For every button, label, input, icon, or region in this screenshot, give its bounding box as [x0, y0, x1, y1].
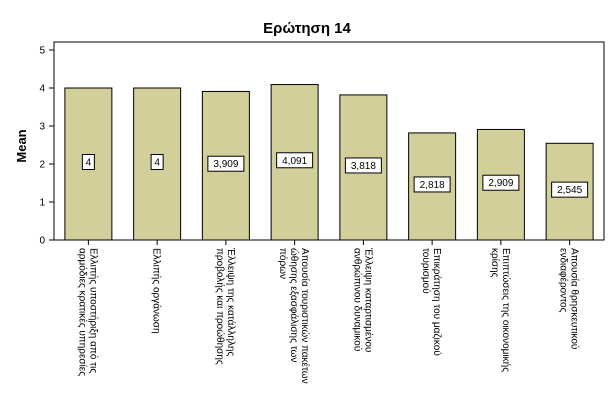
- x-category-label-line: Έλλειψη της κατάλληλης: [225, 247, 237, 356]
- bars: [64, 84, 594, 241]
- data-label: 4: [154, 158, 160, 169]
- x-category-label-line: ώθησης εξασφάλισης των: [288, 248, 300, 362]
- data-label-box: [551, 181, 589, 198]
- plot-frame: [53, 41, 605, 241]
- y-axis-label: Mean: [14, 129, 29, 162]
- y-tick-label: 2: [39, 160, 45, 171]
- x-category-label-line: αρμόδιες κρατικές υπηρεσίες: [76, 248, 88, 376]
- x-category-label-line: κρίσης: [489, 248, 501, 278]
- x-category-label-line: Απουσία θρησκευτικού: [569, 248, 581, 349]
- x-category-label: Ελλιπής οργάνωση: [151, 248, 163, 334]
- data-label-box: [276, 152, 314, 169]
- data-label-box: [482, 174, 520, 191]
- y-tick-label: 0: [39, 236, 45, 247]
- data-label: 4,091: [282, 156, 307, 167]
- x-category-label-line: ενδιαφέροντος: [558, 248, 570, 313]
- data-label-box: [207, 155, 245, 172]
- x-category-label-line: Επιπτώσεις της οικονομικής: [500, 248, 512, 372]
- y-tick-label: 4: [39, 84, 45, 95]
- x-category-label-line: Έλλειψη καταρτισμένου: [362, 247, 374, 352]
- x-category-label-line: Ελλιπής οργάνωση: [151, 248, 163, 334]
- data-label: 3,909: [213, 159, 238, 170]
- data-label: 2,545: [557, 185, 582, 196]
- data-label-box: [344, 157, 382, 174]
- y-tick-label: 3: [39, 122, 45, 133]
- data-label: 2,909: [488, 178, 513, 189]
- data-label-box: [81, 154, 95, 170]
- data-label: 4: [86, 158, 92, 169]
- data-labels: 4 4 3,909 4,091 3,818 2,818 2,909 2,545: [81, 152, 589, 198]
- data-label-box: [150, 154, 164, 170]
- y-axis: 0 1 2 3 4 5: [39, 46, 54, 247]
- x-category-label-line: Απουσία τουριστικών πακέτων: [299, 248, 311, 384]
- x-category-label-line: ανθρώπινου δυναμικού: [351, 248, 363, 351]
- chart-title: Ερώτηση 14: [263, 20, 351, 37]
- x-category-label-line: Επικράτηση του μαζικού: [431, 248, 443, 356]
- data-label: 2,818: [420, 180, 445, 191]
- x-category-label-line: προβολής και προώθησης: [214, 248, 226, 365]
- y-tick-label: 1: [39, 198, 45, 209]
- x-category-label-line: Ελλιπής υποστήριξη από τις: [87, 248, 99, 373]
- data-label: 3,818: [351, 161, 376, 172]
- x-category-label-line: πόρων: [277, 248, 289, 279]
- y-tick-label: 5: [39, 46, 45, 57]
- x-category-label-line: τουρισμού: [420, 248, 432, 294]
- data-label-box: [413, 176, 451, 193]
